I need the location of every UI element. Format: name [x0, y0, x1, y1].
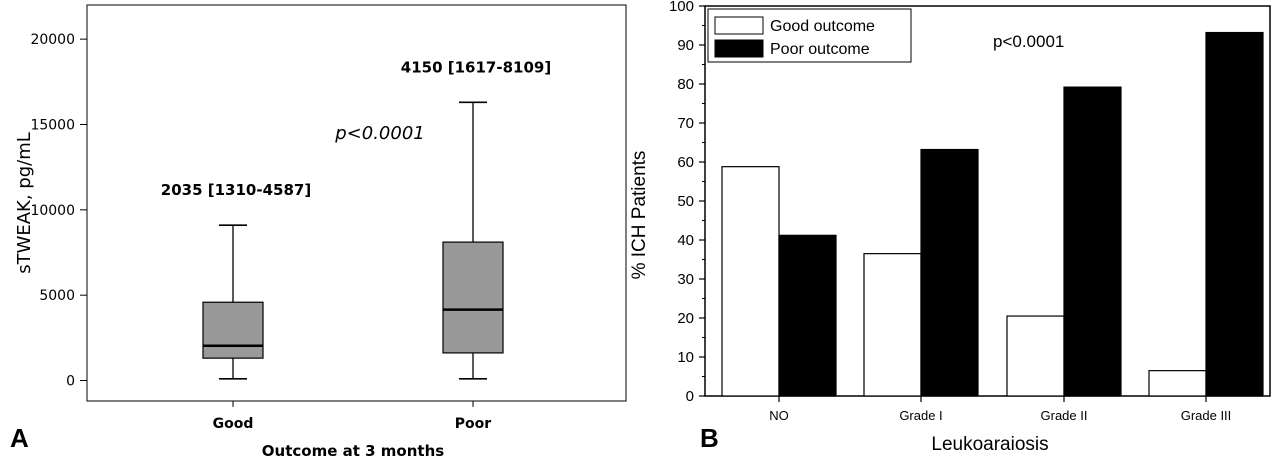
panel-a-y-tick-label: 15000: [30, 117, 75, 133]
legend-swatch-poor-outcome: [714, 39, 764, 58]
panel-b-y-tick-label: 20: [677, 310, 694, 327]
bar-poor-outcome: [1063, 86, 1122, 397]
legend-label-good-outcome: Good outcome: [770, 18, 875, 35]
panel-b-y-tick-label: 40: [677, 232, 694, 249]
legend: Good outcome Poor outcome: [707, 8, 912, 63]
panel-b-x-axis-label: Leukoaraiosis: [931, 434, 1048, 455]
panel-b-y-tick-label: 30: [677, 271, 694, 288]
bar-good-outcome: [863, 253, 922, 397]
bar-good-outcome: [1148, 370, 1207, 397]
panel-b-x-tick-label: Grade II: [1041, 408, 1088, 423]
panel-b-y-tick-label: 10: [677, 349, 694, 366]
panel-b-y-axis-label: % ICH Patients: [629, 151, 650, 280]
panel-a-p-value: p<0.0001: [334, 123, 425, 144]
panel-b-x-tick-label: Grade I: [899, 408, 942, 423]
box-summary-label: 4150 [1617-8109]: [401, 58, 551, 76]
bar-poor-outcome: [778, 234, 837, 397]
panel-a-x-tick-label: Good: [213, 416, 254, 432]
box-iqr: [202, 301, 264, 359]
panel-a-x-tick-label: Poor: [455, 416, 491, 432]
panel-b-letter: B: [700, 423, 719, 453]
bar-poor-outcome: [1205, 31, 1264, 397]
panel-b-x-tick-label: NO: [769, 408, 789, 423]
bar-poor-outcome: [920, 148, 979, 397]
panel-b-p-value: p<0.0001: [993, 32, 1064, 51]
panel-b-y-tick-label: 100: [669, 0, 694, 15]
panel-b-y-tick-label: 80: [677, 76, 694, 93]
panel-a-y-tick-label: 10000: [30, 203, 75, 219]
panel-b-y-tick-label: 60: [677, 154, 694, 171]
panel-b-y-tick-label: 90: [677, 37, 694, 54]
panel-b: 0 10 20 30 40 50 60 70 80 90 100 NO Grade I Grade II…: [629, 0, 1271, 455]
box-summary-label: 2035 [1310-4587]: [161, 181, 311, 199]
bar-good-outcome: [721, 166, 780, 397]
panel-a-y-axis-label: sTWEAK, pg/mL: [14, 132, 35, 274]
panel-b-y-tick-label: 50: [677, 193, 694, 210]
panel-a-y-tick-label: 5000: [39, 288, 75, 304]
panel-a-letter: A: [10, 423, 29, 453]
bar-good-outcome: [1006, 315, 1065, 397]
legend-swatch-good-outcome: [714, 16, 764, 35]
panel-a: 0 5000 10000 15000 20000 2035 [1310-4587] Goo…: [10, 4, 627, 457]
panel-a-plot-frame: [86, 4, 627, 402]
panel-a-y-tick-label: 20000: [30, 32, 75, 48]
panel-a-y-tick-label: 0: [66, 374, 75, 390]
panel-b-y-tick-label: 70: [677, 115, 694, 132]
panel-a-x-axis-label: Outcome at 3 months: [262, 442, 444, 457]
panel-b-y-tick-label: 0: [686, 388, 694, 405]
legend-label-poor-outcome: Poor outcome: [770, 41, 870, 58]
panel-b-x-tick-label: Grade III: [1181, 408, 1232, 423]
box-iqr: [442, 241, 504, 354]
